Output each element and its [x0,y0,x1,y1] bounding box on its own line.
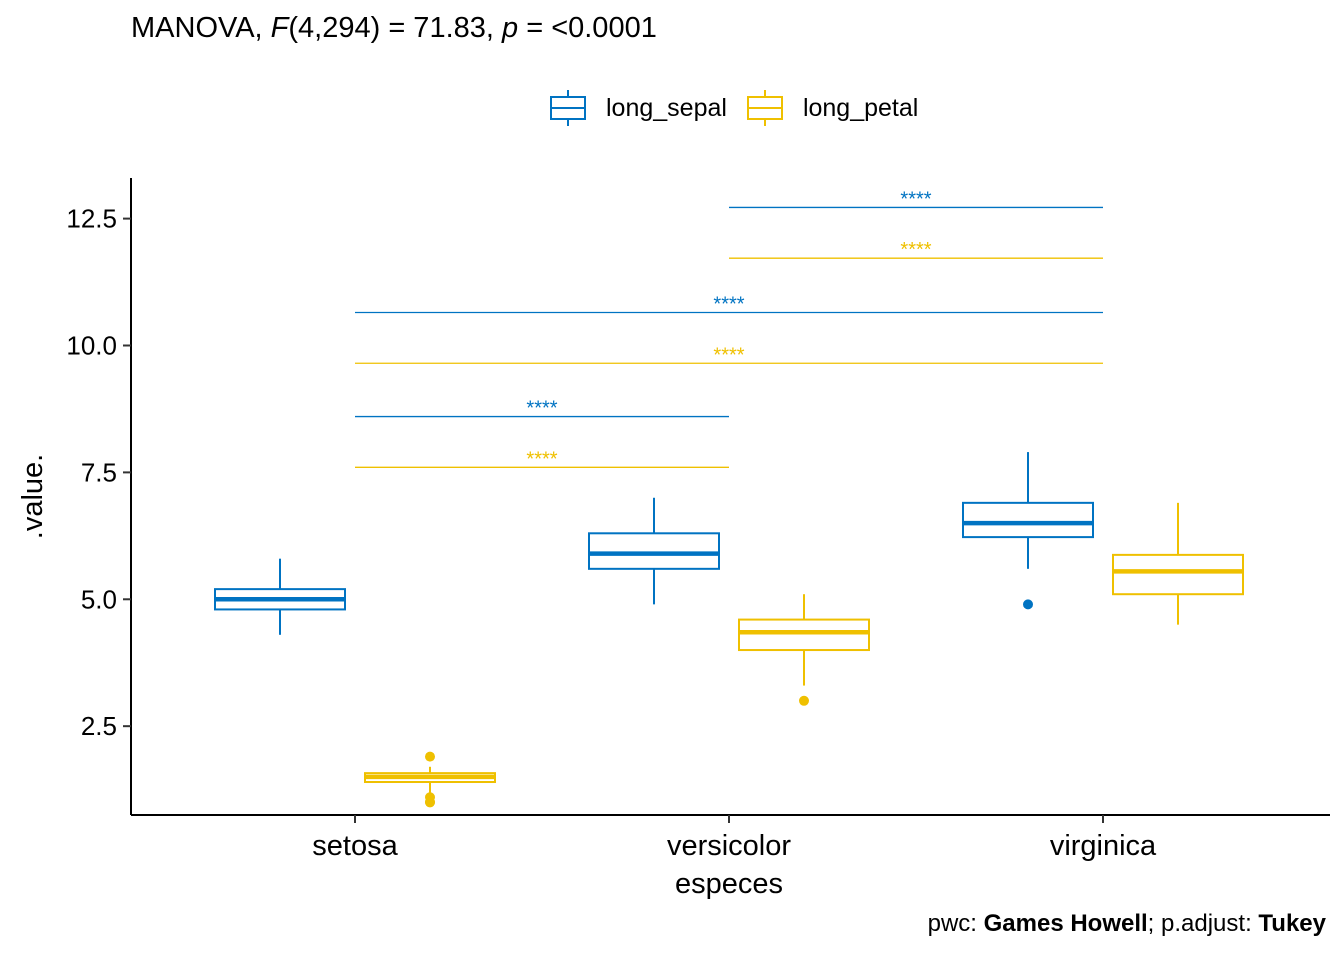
outlier-point [425,751,435,762]
box-long_petal-versicolor [738,618,870,652]
y-tick-label: 7.5 [81,457,117,487]
legend-label-long-sepal: long_sepal [606,93,727,122]
outlier-point [799,695,809,706]
caption: pwc: Games Howell; p.adjust: Tukey [927,910,1326,937]
box-long_petal-virginica [1112,553,1244,596]
significance-label: **** [900,188,931,210]
box-long_sepal-virginica [962,501,1094,539]
y-tick-label: 2.5 [81,711,117,741]
chart-title: MANOVA, F(4,294) = 71.83, p = <0.0001 [131,12,657,44]
x-tick-label: virginica [1050,830,1157,862]
box-long_sepal-versicolor [588,532,720,570]
y-axis-title: .value. [17,454,49,539]
significance-label: **** [900,239,931,261]
x-tick-label: versicolor [667,830,791,862]
y-tick-label: 10.0 [66,330,117,360]
significance-label: **** [713,344,744,366]
significance-label: **** [713,294,744,316]
y-tick-label: 12.5 [66,204,117,234]
outlier-point [425,797,435,808]
x-tick-label: setosa [312,830,398,862]
legend-key-long-petal-icon [746,90,783,126]
legend-item-long-sepal: long_sepal [548,88,727,128]
legend-label-long-petal: long_petal [802,93,919,122]
legend: long_sepal long_petal [548,88,936,128]
legend-key-long-sepal-icon [550,90,586,126]
outlier-point [1023,599,1033,610]
significance-label: **** [526,448,557,470]
x-axis-title: especes [675,868,783,900]
significance-label: **** [526,398,557,420]
legend-item-long-petal: long_petal [745,88,918,128]
y-tick-label: 5.0 [81,584,117,614]
